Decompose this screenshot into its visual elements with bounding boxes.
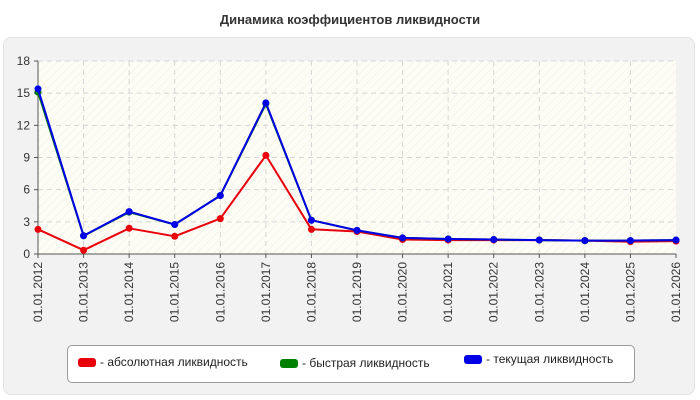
x-tick-label: 01.01.2023 [532,262,546,322]
y-tick-label: 15 [17,86,31,100]
x-tick-label: 01.01.2024 [578,262,592,322]
y-tick-label: 0 [23,247,30,261]
x-tick-label: 01.01.2019 [350,262,364,322]
data-point-0 [171,232,179,240]
data-point-2 [216,192,224,200]
chart-title: Динамика коэффициентов ликвидности [219,12,481,27]
x-tick-label: 01.01.2018 [304,262,318,322]
data-point-2 [490,236,498,244]
y-tick-label: 9 [23,151,30,165]
legend: - абсолютная ликвидность - быстрая ликви… [67,345,635,383]
data-point-0 [262,151,270,159]
y-tick-label: 6 [23,183,30,197]
legend-item-current: - текущая ликвидность [464,352,613,366]
legend-label-quick: - быстрая ликвидность [302,356,430,370]
data-point-2 [171,221,179,229]
data-point-2 [125,208,133,216]
data-point-0 [80,246,88,254]
x-tick-label: 01.01.2015 [168,262,182,322]
axes [34,60,677,258]
legend-swatch-quick [280,358,298,368]
legend-swatch-absolute [78,357,96,367]
data-point-2 [626,237,634,245]
data-point-0 [307,225,315,233]
x-tick-label: 01.01.2021 [441,262,455,322]
data-point-0 [34,225,42,233]
y-tick-label: 3 [23,215,30,229]
x-tick-label: 01.01.2017 [259,262,273,322]
legend-item-quick: - быстрая ликвидность [280,356,430,370]
data-point-0 [216,215,224,223]
data-point-2 [262,99,270,107]
legend-swatch-current [464,354,482,364]
x-tick-label: 01.01.2014 [122,262,136,322]
data-point-2 [399,234,407,242]
legend-label-current: - текущая ликвидность [486,352,614,366]
x-tick-label: 01.01.2016 [213,262,227,322]
grid-lines [38,60,676,254]
data-point-2 [307,216,315,224]
data-point-2 [444,235,452,243]
x-tick-labels: 01.01.2012 01.01.2013 01.01.2014 01.01.2015… [31,262,683,322]
x-tick-label: 01.01.2012 [31,262,45,322]
y-tick-label: 12 [17,118,31,132]
y-tick-labels: 0 3 6 9 12 15 18 [17,54,31,261]
data-point-2 [535,236,543,244]
data-point-0 [125,224,133,232]
data-point-2 [672,236,680,244]
x-tick-label: 01.01.2022 [487,262,501,322]
x-tick-label: 01.01.2026 [669,262,683,322]
data-point-2 [581,237,589,245]
y-tick-label: 18 [17,54,31,68]
legend-item-absolute: - абсолютная ликвидность [78,355,248,369]
data-point-2 [34,85,42,93]
legend-label-absolute: - абсолютная ликвидность [100,355,248,369]
x-tick-label: 01.01.2013 [77,262,91,322]
data-point-2 [353,226,361,234]
x-tick-label: 01.01.2025 [623,262,637,322]
series-lines [34,85,680,254]
data-point-2 [80,232,88,240]
x-tick-label: 01.01.2020 [396,262,410,322]
